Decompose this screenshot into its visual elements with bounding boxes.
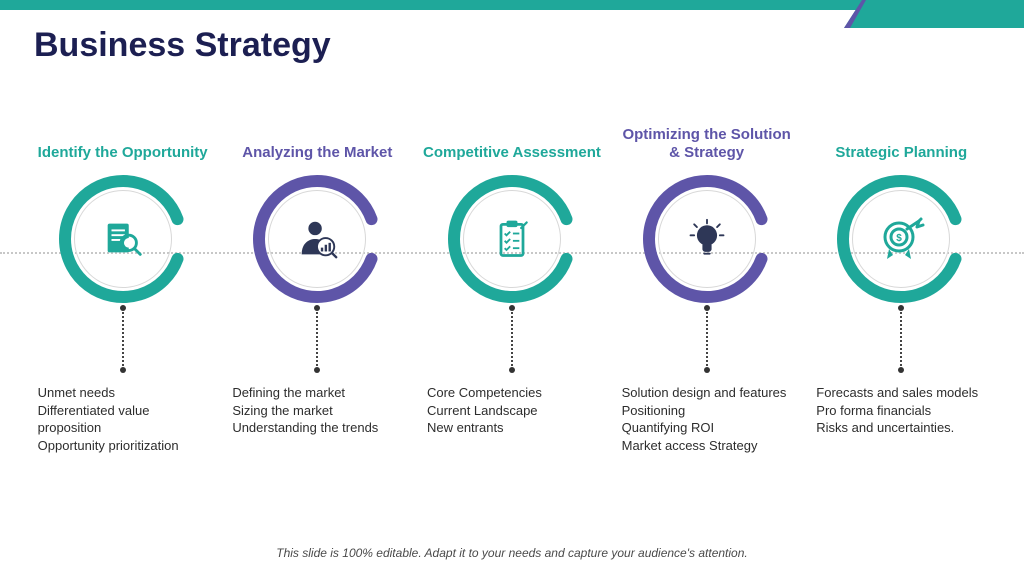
person-analytics-icon <box>268 190 366 288</box>
magnify-doc-icon <box>74 190 172 288</box>
step-bullets: Forecasts and sales modelsPro forma fina… <box>816 384 986 437</box>
step-bullets: Core CompetenciesCurrent LandscapeNew en… <box>427 384 597 437</box>
step: Identify the Opportunity Unmet needsDiffe… <box>33 120 213 454</box>
step-bullets: Defining the marketSizing the marketUnde… <box>232 384 402 437</box>
footer-note: This slide is 100% editable. Adapt it to… <box>0 546 1024 560</box>
ring <box>252 174 382 304</box>
vertical-dotted-connector <box>706 308 708 370</box>
step-title: Identify the Opportunity <box>38 120 208 162</box>
step: Strategic Planning $ Forecasts and sales m… <box>811 120 991 454</box>
svg-text:$: $ <box>897 233 903 244</box>
step-bullets: Unmet needsDifferentiated value proposit… <box>38 384 208 454</box>
ring <box>642 174 772 304</box>
top-accent <box>844 0 1024 28</box>
ring <box>447 174 577 304</box>
ring: $ <box>836 174 966 304</box>
step: Optimizing the Solution & Strategy Soluti… <box>617 120 797 454</box>
step: Analyzing the Market Defining the marketS… <box>227 120 407 454</box>
vertical-dotted-connector <box>316 308 318 370</box>
step: Competitive Assessment Core CompetenciesC… <box>422 120 602 454</box>
clipboard-check-icon <box>463 190 561 288</box>
vertical-dotted-connector <box>511 308 513 370</box>
step-title: Analyzing the Market <box>242 120 392 162</box>
step-title: Optimizing the Solution & Strategy <box>617 120 797 162</box>
lightbulb-icon <box>658 190 756 288</box>
steps-row: Identify the Opportunity Unmet needsDiffe… <box>0 120 1024 454</box>
vertical-dotted-connector <box>900 308 902 370</box>
page-title: Business Strategy <box>34 26 331 65</box>
vertical-dotted-connector <box>122 308 124 370</box>
ring <box>58 174 188 304</box>
step-bullets: Solution design and featuresPositioningQ… <box>622 384 792 454</box>
step-title: Strategic Planning <box>835 120 967 162</box>
step-title: Competitive Assessment <box>423 120 601 162</box>
target-dollar-icon: $ <box>852 190 950 288</box>
